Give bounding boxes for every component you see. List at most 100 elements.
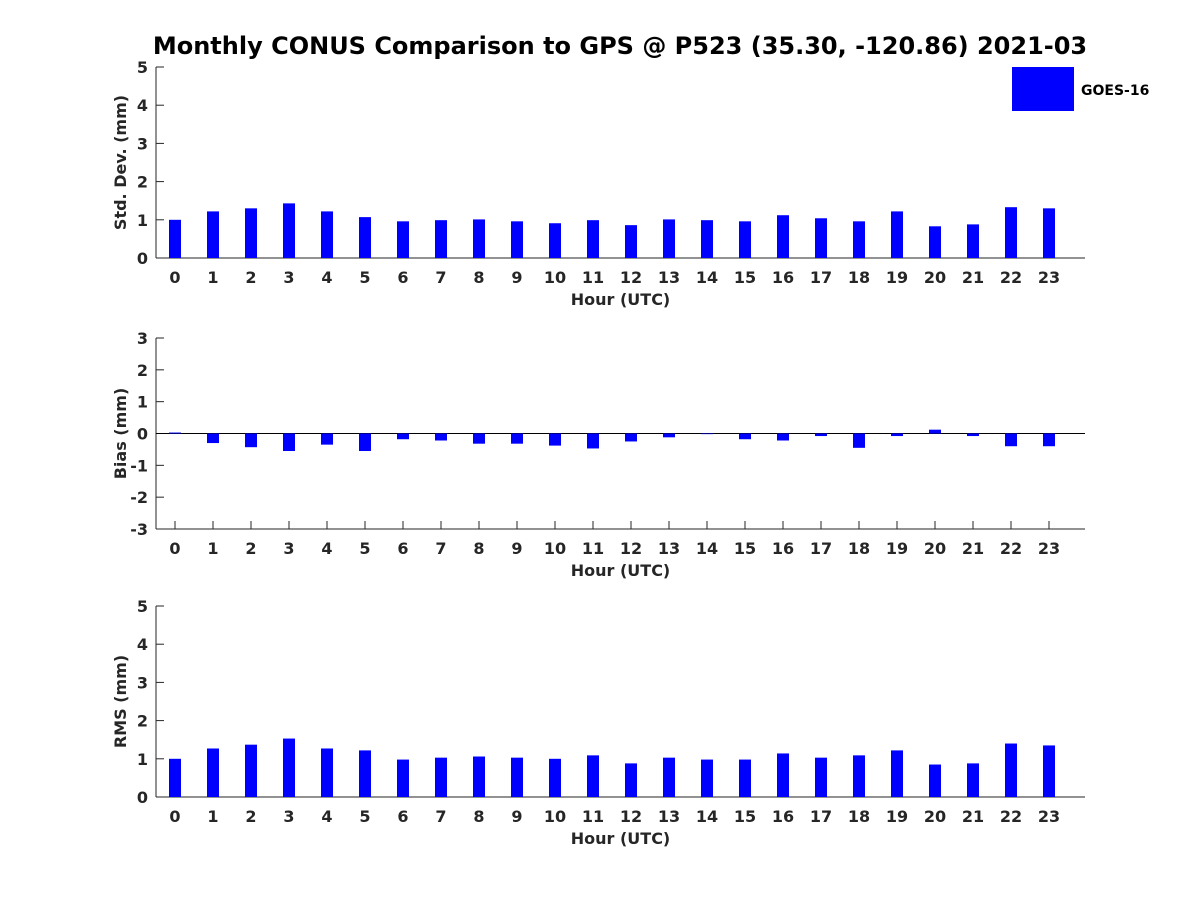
bar-hour-3 <box>283 203 295 258</box>
x-tick-label: 21 <box>962 807 984 826</box>
x-tick-label: 21 <box>962 539 984 558</box>
bar-hour-14 <box>701 433 713 435</box>
x-tick-label: 7 <box>435 539 446 558</box>
y-tick-label: 3 <box>137 134 148 153</box>
bar-hour-14 <box>701 759 713 797</box>
x-tick-label: 7 <box>435 268 446 287</box>
x-tick-label: 18 <box>848 807 870 826</box>
x-tick-label: 23 <box>1038 807 1060 826</box>
bar-hour-8 <box>473 756 485 797</box>
x-tick-label: 12 <box>620 268 642 287</box>
y-tick-label: 2 <box>137 173 148 192</box>
bar-hour-1 <box>207 433 219 444</box>
y-tick-label: 1 <box>137 211 148 230</box>
x-tick-label: 22 <box>1000 807 1022 826</box>
bar-hour-9 <box>511 757 523 797</box>
legend: GOES-16 <box>1012 67 1149 111</box>
x-tick-label: 11 <box>582 268 604 287</box>
x-axis-label: Hour (UTC) <box>571 829 671 848</box>
bar-hour-10 <box>549 433 561 446</box>
bar-hour-7 <box>435 433 447 441</box>
x-tick-label: 15 <box>734 268 756 287</box>
bar-hour-3 <box>283 738 295 797</box>
bar-hour-8 <box>473 433 485 444</box>
x-tick-label: 16 <box>772 539 794 558</box>
legend-label: GOES-16 <box>1081 83 1149 99</box>
x-tick-label: 12 <box>620 539 642 558</box>
y-tick-label: 0 <box>137 788 148 807</box>
x-tick-label: 18 <box>848 539 870 558</box>
bar-hour-16 <box>777 433 789 441</box>
bar-hour-8 <box>473 219 485 258</box>
bar-hour-18 <box>853 433 865 448</box>
y-tick-label: 5 <box>137 58 148 77</box>
bar-hour-12 <box>625 225 637 258</box>
bar-hour-20 <box>929 429 941 434</box>
bar-hour-22 <box>1005 743 1017 797</box>
y-tick-label: -2 <box>130 488 148 507</box>
x-tick-label: 16 <box>772 268 794 287</box>
x-tick-label: 17 <box>810 807 832 826</box>
x-tick-label: 2 <box>245 807 256 826</box>
bar-hour-16 <box>777 215 789 258</box>
x-tick-label: 6 <box>397 268 408 287</box>
x-tick-label: 11 <box>582 539 604 558</box>
bar-hour-13 <box>663 433 675 438</box>
bar-hour-10 <box>549 223 561 258</box>
x-tick-label: 23 <box>1038 539 1060 558</box>
bar-hour-2 <box>245 208 257 258</box>
x-tick-label: 18 <box>848 268 870 287</box>
bar-hour-4 <box>321 433 333 445</box>
x-tick-label: 4 <box>321 807 332 826</box>
y-tick-label: 2 <box>137 712 148 731</box>
bar-hour-20 <box>929 226 941 258</box>
bar-hour-12 <box>625 433 637 442</box>
bar-hour-17 <box>815 218 827 258</box>
x-tick-label: 22 <box>1000 268 1022 287</box>
y-tick-label: 4 <box>137 96 148 115</box>
x-tick-label: 17 <box>810 268 832 287</box>
bar-hour-19 <box>891 433 903 437</box>
x-tick-label: 2 <box>245 268 256 287</box>
bar-hour-21 <box>967 763 979 797</box>
chart-title: Monthly CONUS Comparison to GPS @ P523 (… <box>153 32 1087 60</box>
x-tick-label: 19 <box>886 539 908 558</box>
y-axis-label: Std. Dev. (mm) <box>111 95 130 230</box>
x-tick-label: 22 <box>1000 539 1022 558</box>
y-tick-label: 3 <box>137 673 148 692</box>
bar-hour-5 <box>359 217 371 258</box>
x-tick-label: 13 <box>658 539 680 558</box>
bar-hour-13 <box>663 219 675 258</box>
x-tick-label: 10 <box>544 268 566 287</box>
bar-hour-7 <box>435 220 447 258</box>
x-tick-label: 11 <box>582 807 604 826</box>
bar-hour-19 <box>891 750 903 797</box>
bar-hour-15 <box>739 221 751 258</box>
bar-hour-1 <box>207 211 219 258</box>
x-tick-label: 8 <box>473 807 484 826</box>
x-tick-label: 7 <box>435 807 446 826</box>
bar-hour-12 <box>625 763 637 797</box>
x-tick-label: 0 <box>169 539 180 558</box>
bar-hour-15 <box>739 759 751 797</box>
y-tick-label: 5 <box>137 597 148 616</box>
bar-hour-10 <box>549 758 561 797</box>
x-tick-label: 21 <box>962 268 984 287</box>
bar-hour-4 <box>321 748 333 797</box>
bar-hour-23 <box>1043 433 1055 447</box>
x-tick-label: 9 <box>511 268 522 287</box>
x-tick-label: 6 <box>397 807 408 826</box>
bar-hour-0 <box>169 758 181 797</box>
x-tick-label: 8 <box>473 268 484 287</box>
bar-hour-19 <box>891 211 903 258</box>
bar-hour-6 <box>397 221 409 258</box>
bar-hour-23 <box>1043 745 1055 797</box>
x-tick-label: 17 <box>810 539 832 558</box>
x-tick-label: 13 <box>658 268 680 287</box>
bar-hour-18 <box>853 755 865 797</box>
